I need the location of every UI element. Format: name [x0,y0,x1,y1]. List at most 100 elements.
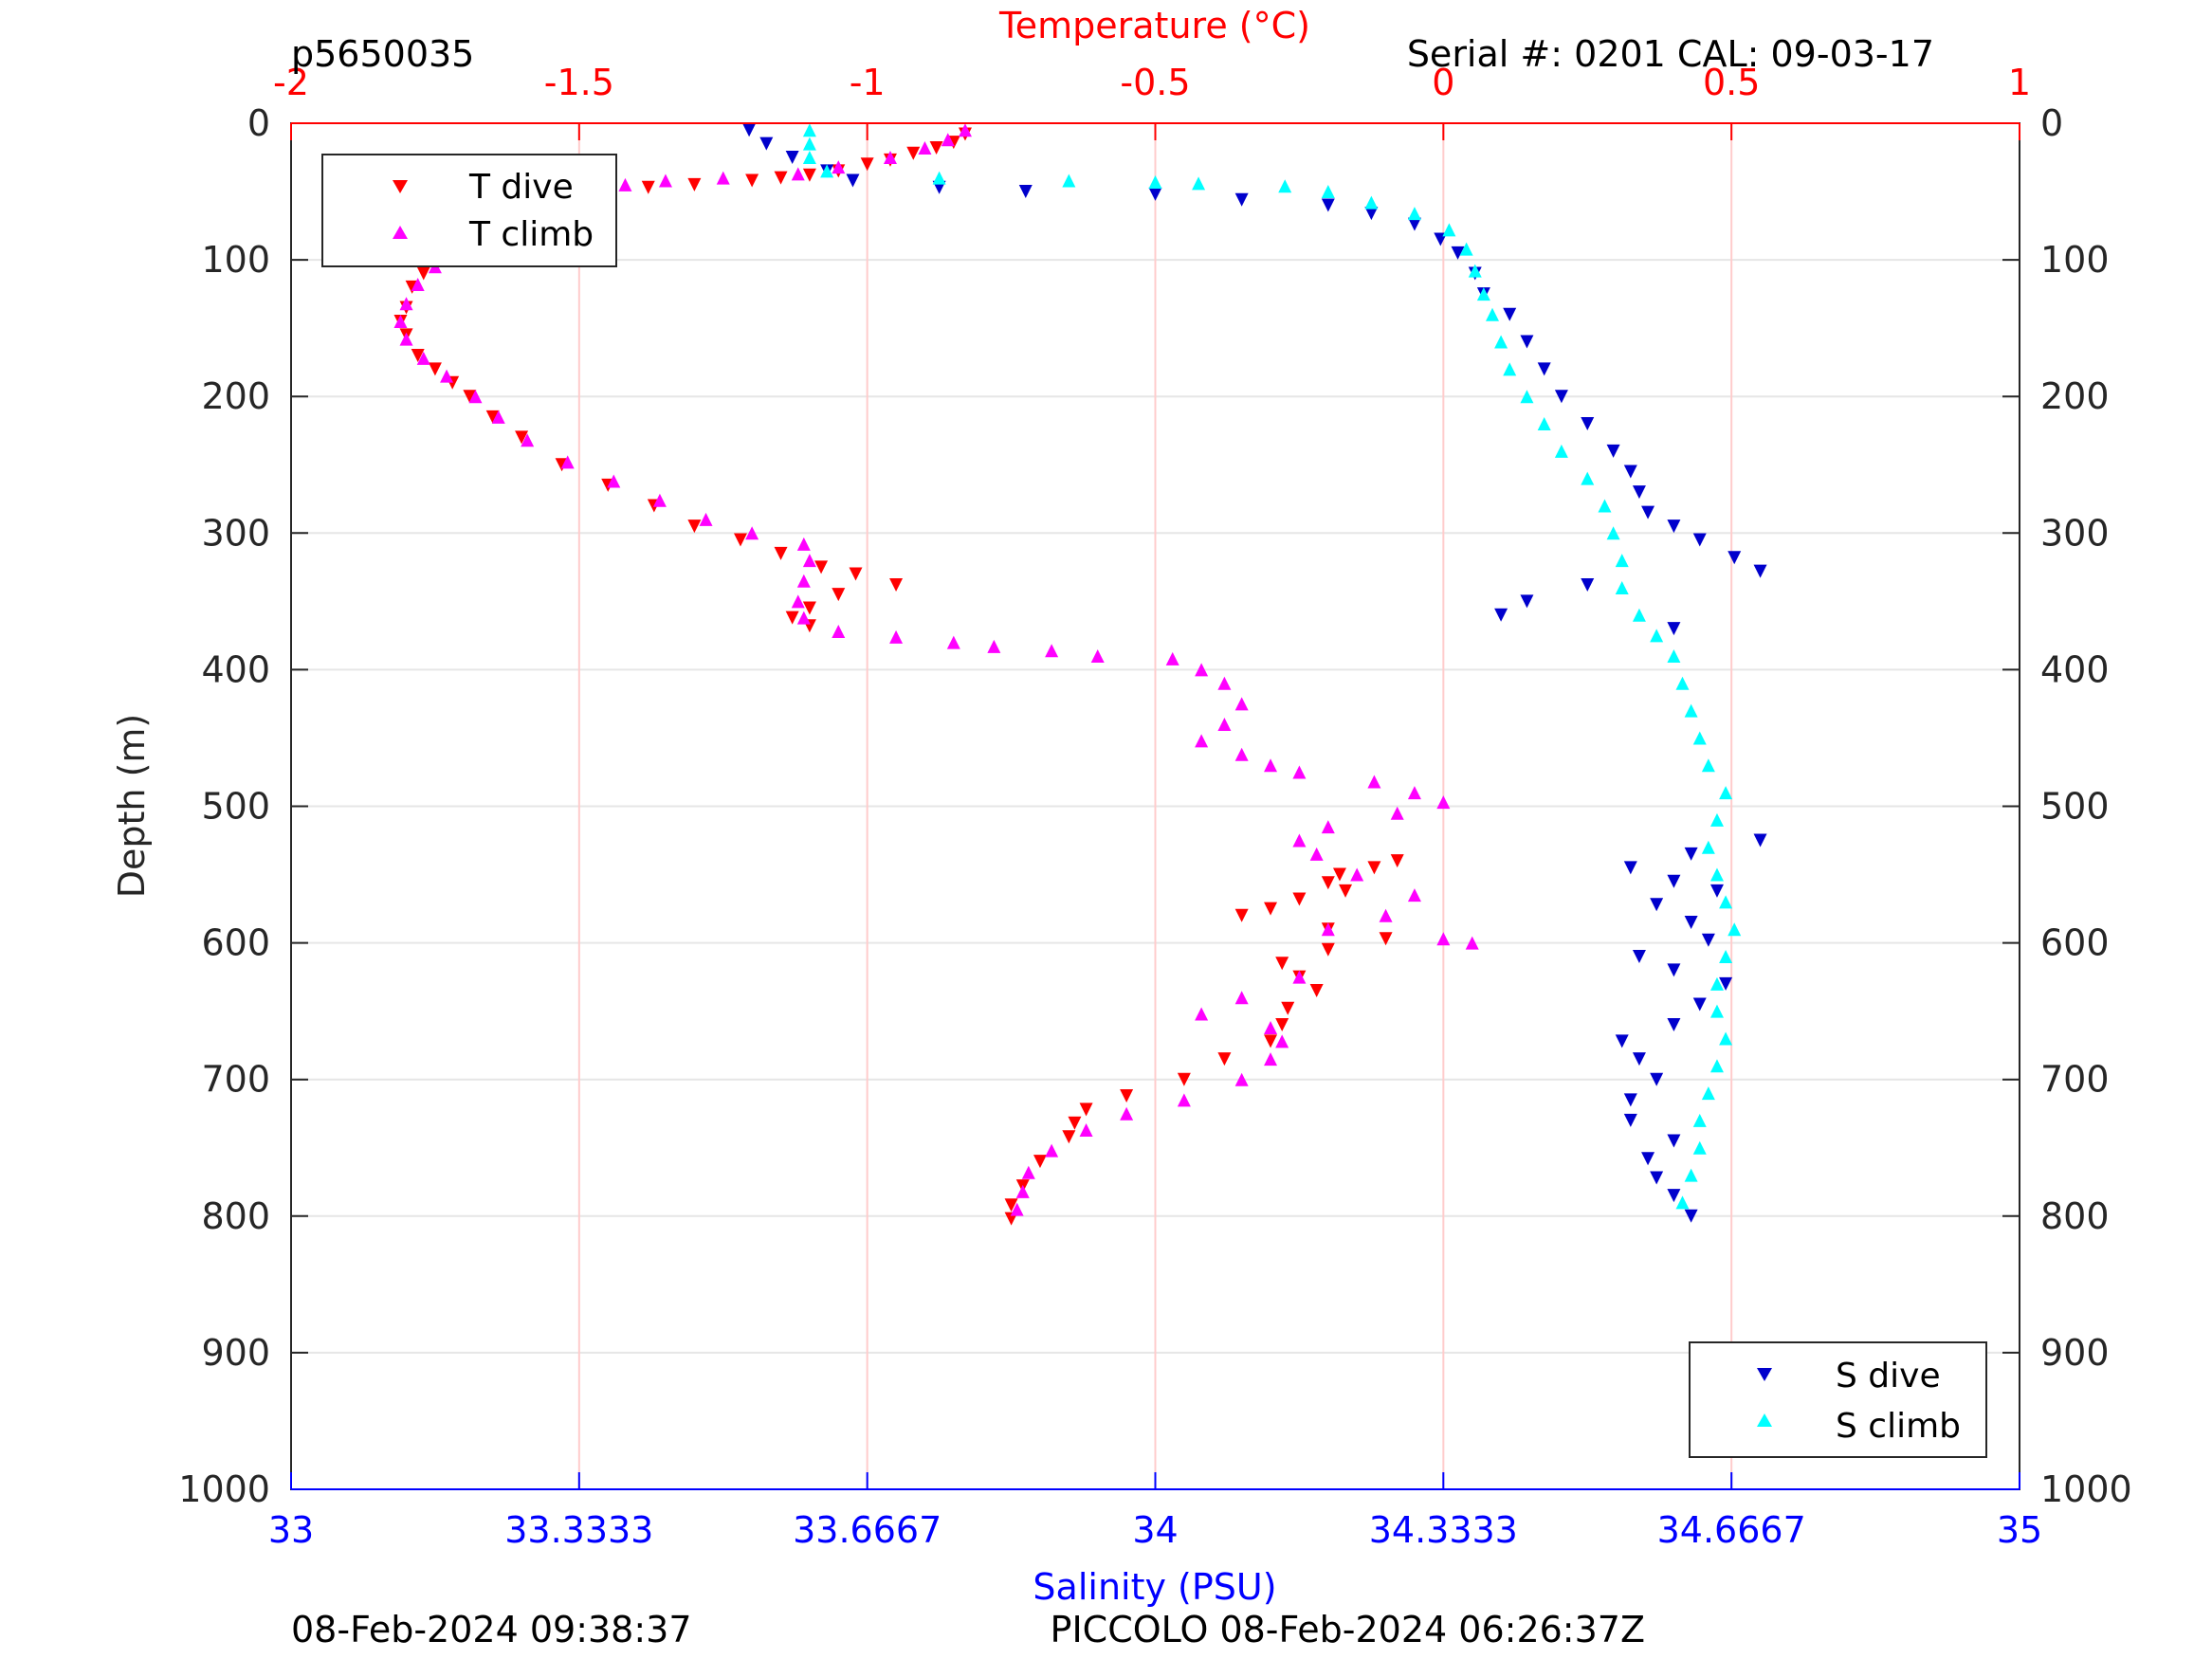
t-climb-point [1275,1034,1289,1048]
s-climb-point [1692,731,1707,745]
s-climb-point [1709,1004,1724,1018]
s-climb-point [1615,554,1629,568]
depth-tick-label-left: 400 [201,648,270,690]
t-dive-point [860,157,874,172]
t-climb-point [1407,888,1421,902]
t-climb-point [1120,1106,1134,1121]
t-climb-point [618,177,632,191]
t-climb-point [652,493,667,507]
s-dive-point [1641,1152,1655,1166]
s-dive-point [1753,833,1767,848]
s-dive-point [1641,505,1655,520]
s-climb-point [932,171,946,185]
depth-tick-label-left: 1000 [178,1468,270,1510]
t-dive-point [1177,1072,1191,1086]
t-climb-point [918,140,932,155]
salinity-legend: S dive S climb [1689,1341,1987,1458]
s-climb-point [1728,922,1742,937]
t-climb-point [1195,734,1209,748]
t-dive-point [889,578,904,592]
t-dive-point [1292,892,1307,906]
s-dive-point [1728,551,1742,565]
t-dive-point [1309,984,1324,998]
legend-s-climb-label: S climb [1836,1407,1961,1446]
s-dive-point [1684,1209,1698,1223]
t-climb-point [796,537,811,551]
t-dive-point [1390,854,1404,868]
s-dive-point [1494,608,1508,622]
t-climb-point [521,433,535,447]
s-dive-point [1667,1018,1681,1032]
s-climb-point [1598,499,1612,513]
t-dive-point [1264,1034,1278,1048]
s-climb-point [1485,307,1499,321]
temperature-axis-title: Temperature (°C) [998,5,1310,46]
temperature-legend: T dive T climb [321,154,617,267]
s-climb-point [1192,176,1206,191]
t-climb-point [1264,1020,1278,1034]
s-dive-point [1667,963,1681,977]
s-dive-point [1667,1134,1681,1148]
s-dive-point [1364,207,1379,221]
t-climb-point [1264,1052,1278,1066]
s-climb-point [1684,1168,1698,1182]
temperature-tick-label: -1.5 [544,62,614,103]
depth-tick-label-left: 600 [201,922,270,964]
depth-tick-label-left: 200 [201,375,270,417]
t-dive-point [1234,908,1249,922]
depth-tick-label-left: 0 [247,102,270,144]
s-climb-point [1442,223,1456,237]
t-dive-point [1217,1052,1232,1066]
s-climb-point [1632,608,1646,622]
s-climb-point [1692,1113,1707,1127]
t-climb-point [468,390,483,404]
t-climb-point [1436,932,1451,946]
s-dive-point [1148,187,1162,201]
t-dive-point [1332,867,1346,882]
t-climb-point [1165,651,1179,665]
t-climb-point [1390,806,1404,820]
t-dive-point [1275,1018,1289,1032]
axes: 0 0 100 100 200 200 300 300 400 400 500 500 600 600 70… [178,62,2131,1551]
s-climb-point [1537,417,1551,431]
s-dive-point [1709,884,1724,898]
t-dive-point [1281,1001,1295,1015]
depth-tick-label-left: 800 [201,1195,270,1237]
s-climb-point [802,137,816,151]
s-climb-point [1494,335,1508,349]
t-dive-point [1264,902,1278,916]
t-dive-point [411,348,425,362]
temperature-tick-label: -2 [273,62,309,103]
s-dive-point [759,137,774,151]
s-climb-point [1148,174,1162,189]
t-dive-point [1062,1130,1076,1144]
salinity-axis-title: Salinity (PSU) [1033,1566,1276,1608]
salinity-tick-label: 33.6667 [793,1509,941,1551]
t-climb-point [416,351,430,365]
s-climb-point [1667,648,1681,663]
s-climb-point [1062,173,1076,188]
s-dive-point [1537,362,1551,376]
depth-tick-label-right: 600 [2040,922,2110,964]
t-climb-point [1234,1072,1249,1086]
t-dive-point [802,601,816,615]
s-climb-point [1581,471,1595,485]
s-climb-point [1692,1140,1707,1155]
s-dive-point [1623,1113,1637,1127]
t-climb-point [1309,847,1324,861]
t-dive-point [1033,1155,1047,1169]
s-dive-point [1581,578,1595,592]
t-dive-point [1275,957,1289,971]
s-dive-point [1692,997,1707,1012]
t-climb-point [411,278,425,292]
t-climb-point [1292,765,1307,779]
t-dive-point [774,171,788,185]
t-climb-point [1217,718,1232,732]
t-climb-point [1217,676,1232,690]
s-dive-point [1407,217,1421,231]
t-dive-point [416,266,430,281]
t-climb-point [791,167,805,181]
s-climb-point [1650,629,1664,643]
t-dive-point [832,588,846,602]
t-dive-point [463,390,477,404]
